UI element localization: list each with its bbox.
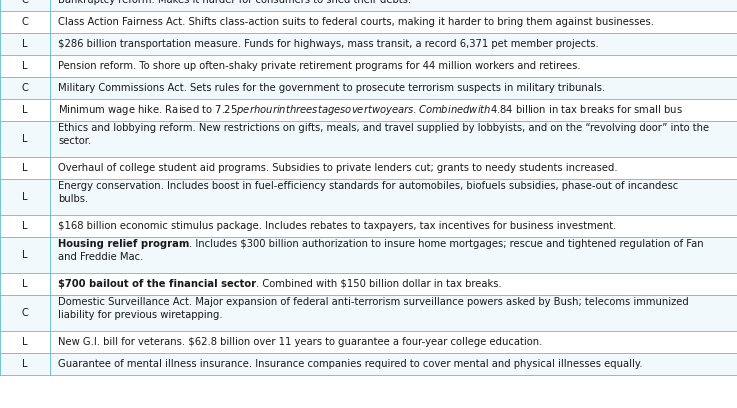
Text: L: L: [22, 279, 28, 289]
Text: L: L: [22, 105, 28, 115]
Text: liability for previous wiretapping.: liability for previous wiretapping.: [58, 310, 223, 320]
Text: $700 bailout of the financial sector: $700 bailout of the financial sector: [58, 279, 256, 289]
Text: $168 billion economic stimulus package. Includes rebates to taxpayers, tax incen: $168 billion economic stimulus package. …: [58, 221, 616, 231]
Text: Overhaul of college student aid programs. Subsidies to private lenders cut; gran: Overhaul of college student aid programs…: [58, 163, 618, 173]
Text: $286 billion transportation measure. Funds for highways, mass transit, a record : $286 billion transportation measure. Fun…: [58, 39, 599, 49]
Text: Military Commissions Act. Sets rules for the government to prosecute terrorism s: Military Commissions Act. Sets rules for…: [58, 83, 605, 93]
Text: L: L: [22, 134, 28, 144]
Text: Class Action Fairness Act. Shifts class-action suits to federal courts, making i: Class Action Fairness Act. Shifts class-…: [58, 17, 654, 27]
Text: C: C: [21, 308, 29, 318]
Bar: [0, 353, 737, 375]
Bar: [0, 273, 737, 295]
Bar: [0, 0, 737, 11]
Bar: [0, 179, 737, 215]
Text: Guarantee of mental illness insurance. Insurance companies required to cover men: Guarantee of mental illness insurance. I…: [58, 359, 643, 369]
Text: C: C: [21, 83, 29, 93]
Bar: [0, 157, 737, 179]
Text: L: L: [22, 250, 28, 260]
Text: L: L: [22, 61, 28, 71]
Bar: [0, 99, 737, 121]
Bar: [0, 295, 737, 331]
Text: L: L: [22, 337, 28, 347]
Text: bulbs.: bulbs.: [58, 194, 88, 204]
Text: C: C: [21, 17, 29, 27]
Text: Housing relief program: Housing relief program: [58, 239, 189, 249]
Text: L: L: [22, 39, 28, 49]
Text: . Combined with $150 billion dollar in tax breaks.: . Combined with $150 billion dollar in t…: [256, 279, 502, 289]
Text: L: L: [22, 192, 28, 202]
Text: and Freddie Mac.: and Freddie Mac.: [58, 252, 144, 262]
Text: Minimum wage hike. Raised to $7.25 per hour in three stages over two years. Comb: Minimum wage hike. Raised to $7.25 per h…: [58, 103, 683, 117]
Text: Energy conservation. Includes boost in fuel-efficiency standards for automobiles: Energy conservation. Includes boost in f…: [58, 181, 678, 191]
Bar: [0, 237, 737, 273]
Text: Ethics and lobbying reform. New restrictions on gifts, meals, and travel supplie: Ethics and lobbying reform. New restrict…: [58, 123, 709, 133]
Bar: [0, 121, 737, 157]
Text: L: L: [22, 163, 28, 173]
Text: . Includes $300 billion authorization to insure home mortgages; rescue and tight: . Includes $300 billion authorization to…: [189, 239, 704, 249]
Text: L: L: [22, 359, 28, 369]
Bar: [0, 55, 737, 77]
Bar: [0, 33, 737, 55]
Text: C: C: [21, 0, 29, 5]
Bar: [0, 77, 737, 99]
Bar: [0, 11, 737, 33]
Bar: [0, 331, 737, 353]
Text: New G.I. bill for veterans. $62.8 billion over 11 years to guarantee a four-year: New G.I. bill for veterans. $62.8 billio…: [58, 337, 542, 347]
Text: Bankruptcy reform. Makes it harder for consumers to shed their debts.: Bankruptcy reform. Makes it harder for c…: [58, 0, 411, 5]
Text: Domestic Surveillance Act. Major expansion of federal anti-terrorism surveillanc: Domestic Surveillance Act. Major expansi…: [58, 297, 689, 307]
Text: sector.: sector.: [58, 136, 91, 146]
Text: L: L: [22, 221, 28, 231]
Bar: [0, 215, 737, 237]
Text: Pension reform. To shore up often-shaky private retirement programs for 44 milli: Pension reform. To shore up often-shaky …: [58, 61, 581, 71]
